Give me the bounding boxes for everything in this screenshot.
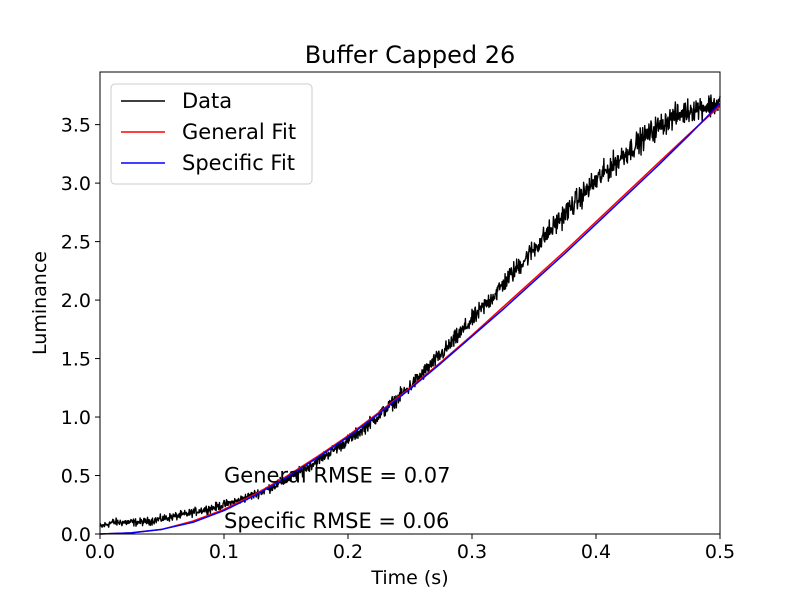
legend-label: General Fit [182, 120, 296, 144]
x-tick-label: 0.4 [581, 541, 611, 563]
plot-frame [99, 71, 721, 535]
x-tick-label: 0.2 [333, 541, 363, 563]
legend-box [110, 83, 313, 185]
x-axis: 0.0 0.1 0.2 0.3 0.4 0.5 [85, 534, 735, 563]
y-tick-label: 2.0 [61, 290, 91, 312]
series-line-general-fit [99, 105, 721, 535]
x-tick-label: 0.3 [457, 541, 487, 563]
chart-title: Buffer Capped 26 [305, 41, 516, 69]
y-axis-title: Luminance [29, 251, 51, 355]
x-axis-title: Time (s) [370, 567, 448, 589]
series-layer [99, 94, 721, 535]
x-tick-label: 0.1 [209, 541, 239, 563]
series-line-specific-fit [99, 103, 721, 535]
y-tick-label: 1.0 [61, 407, 91, 429]
legend-label: Specific Fit [182, 151, 295, 175]
rmse-annotation: Specific RMSE = 0.06 [224, 509, 449, 533]
rmse-annotation: General RMSE = 0.07 [224, 464, 450, 488]
y-tick-label: 3.0 [61, 173, 91, 195]
legend-items: Data General Fit Specific Fit [121, 89, 296, 175]
legend: Data General Fit Specific Fit [110, 83, 313, 185]
y-tick-label: 2.5 [61, 232, 91, 254]
y-tick-label: 3.5 [61, 115, 91, 137]
y-tick-label: 0.0 [61, 524, 91, 546]
legend-label: Data [182, 89, 232, 113]
y-tick-label: 1.5 [61, 349, 91, 371]
series-line-data [99, 94, 721, 528]
y-tick-label: 0.5 [61, 466, 91, 488]
x-tick-label: 0.0 [85, 541, 115, 563]
x-tick-label: 0.5 [705, 541, 735, 563]
y-axis: 0.0 0.5 1.0 1.5 2.0 2.5 3.0 3.5 [61, 115, 100, 546]
annotation-layer: General RMSE = 0.07 Specific RMSE = 0.06 [224, 464, 450, 534]
